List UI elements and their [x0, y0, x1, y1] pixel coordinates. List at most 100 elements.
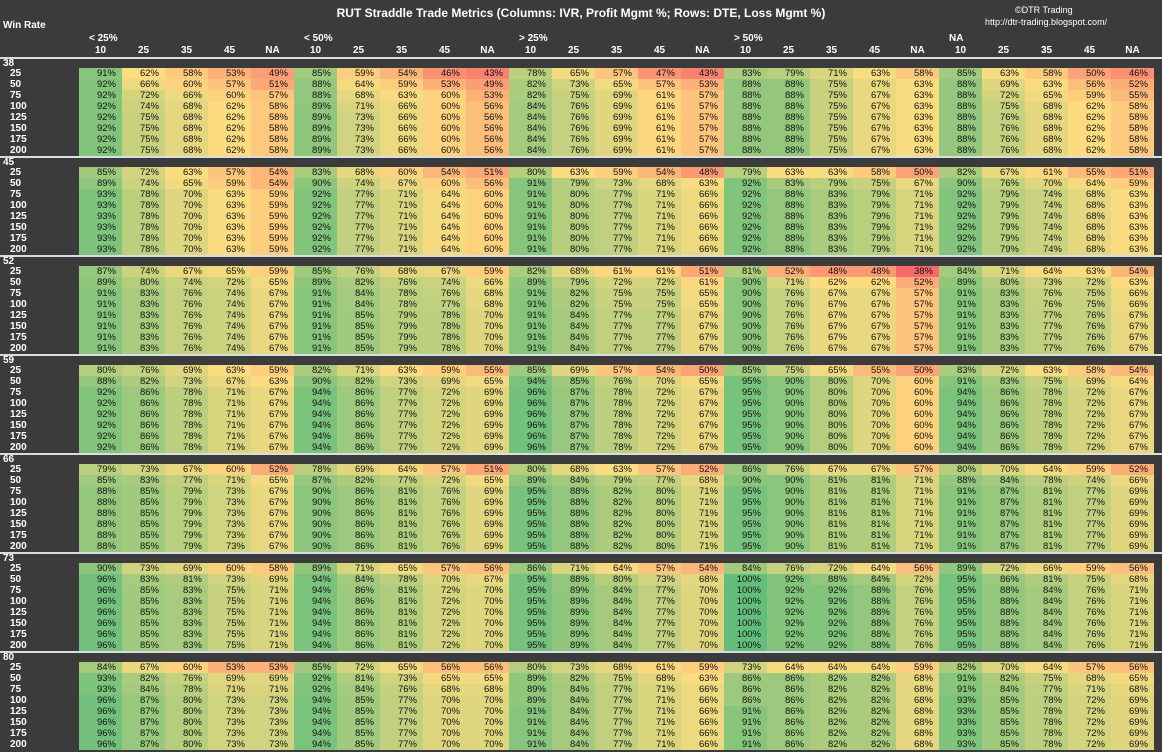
heatmap-cell: 49%: [466, 79, 509, 90]
heatmap-cell: 67%: [853, 112, 896, 123]
heatmap-cell: 69%: [982, 79, 1025, 90]
heatmap-cell: 78%: [1025, 409, 1068, 420]
heatmap-cell: 71%: [638, 189, 681, 200]
heatmap-cell: 91%: [509, 728, 552, 739]
loss-mgmt-label: 200: [0, 244, 79, 255]
heatmap-cell: 72%: [1068, 420, 1111, 431]
heatmap-cell: 81%: [380, 618, 423, 629]
profit-mgmt-label: 45: [438, 45, 451, 56]
heatmap-cell: 59%: [251, 222, 294, 233]
heatmap-cell: 79%: [165, 486, 208, 497]
heatmap-cell: 83%: [810, 189, 853, 200]
heatmap-cell: 80%: [638, 530, 681, 541]
heatmap-cell: 67%: [251, 299, 294, 310]
heatmap-cell: 71%: [982, 266, 1025, 277]
heatmap-cell: 57%: [896, 321, 939, 332]
profit-mgmt-label: 25: [137, 45, 150, 56]
heatmap-cell: 77%: [595, 739, 638, 750]
heatmap-cell: 95%: [724, 387, 767, 398]
heatmap-cell: 70%: [165, 211, 208, 222]
heatmap-cell: 58%: [1025, 68, 1068, 79]
heatmap-cell: 71%: [208, 387, 251, 398]
heatmap-cell: 71%: [638, 717, 681, 728]
table-row: 75 88% 85% 79% 73% 67% 90% 86% 81% 76% 69% 95% 88% 82…: [0, 486, 1162, 497]
heatmap-cell: 89%: [509, 684, 552, 695]
heatmap-cell: 75%: [208, 629, 251, 640]
heatmap-cell: 43%: [681, 68, 724, 79]
heatmap-cell: 84%: [509, 112, 552, 123]
heatmap-cell: 74%: [1068, 475, 1111, 486]
heatmap-cell: 85%: [122, 486, 165, 497]
heatmap-cell: 66%: [681, 684, 724, 695]
heatmap-cell: 52%: [1111, 79, 1154, 90]
heatmap-cell: 60%: [423, 112, 466, 123]
heatmap-cell: 74%: [122, 266, 165, 277]
heatmap-cell: 90%: [294, 178, 337, 189]
heatmap-cell: 88%: [982, 585, 1025, 596]
heatmap-cell: 63%: [982, 68, 1025, 79]
heatmap-cell: 93%: [79, 211, 122, 222]
heatmap-cell: 88%: [767, 200, 810, 211]
heatmap-cell: 95%: [724, 398, 767, 409]
loss-mgmt-label: 200: [0, 145, 79, 156]
heatmap-cell: 67%: [251, 442, 294, 453]
heatmap-cell: 86%: [337, 585, 380, 596]
heatmap-cell: 90%: [767, 431, 810, 442]
heatmap-cell: 76%: [896, 640, 939, 651]
heatmap-cell: 78%: [1025, 442, 1068, 453]
heatmap-cell: 89%: [552, 629, 595, 640]
heatmap-cell: 84%: [509, 145, 552, 156]
table-row: 50 96% 83% 81% 73% 69% 94% 84% 78% 70% 67% 95% 88% 80…: [0, 574, 1162, 585]
heatmap-cell: 90%: [724, 343, 767, 354]
heatmap-cell: 60%: [165, 79, 208, 90]
heatmap-cell: 68%: [337, 167, 380, 178]
heatmap-cell: 76%: [767, 464, 810, 475]
heatmap-cell: 87%: [552, 387, 595, 398]
heatmap-cell: 88%: [552, 519, 595, 530]
heatmap-cell: 74%: [1025, 200, 1068, 211]
table-row: 125 96% 87% 80% 73% 73% 94% 85% 77% 70% 70% 91% 84% 7…: [0, 706, 1162, 717]
heatmap-cell: 68%: [896, 684, 939, 695]
heatmap-cell: 58%: [1111, 101, 1154, 112]
heatmap-cell: 91%: [939, 321, 982, 332]
heatmap-cell: 74%: [208, 288, 251, 299]
heatmap-cell: 73%: [208, 739, 251, 750]
heatmap-cell: 90%: [767, 376, 810, 387]
heatmap-cell: 57%: [423, 464, 466, 475]
heatmap-cell: 56%: [1068, 79, 1111, 90]
heatmap-cell: 59%: [208, 178, 251, 189]
heatmap-cell: 87%: [982, 486, 1025, 497]
heatmap-cell: 91%: [939, 541, 982, 552]
heatmap-cell: 84%: [595, 629, 638, 640]
loss-mgmt-label: 175: [0, 431, 79, 442]
heatmap-cell: 84%: [337, 684, 380, 695]
heatmap-cell: 72%: [638, 420, 681, 431]
heatmap-cell: 77%: [1025, 332, 1068, 343]
heatmap-cell: 85%: [337, 695, 380, 706]
heatmap-cell: 76%: [1025, 299, 1068, 310]
heatmap-cell: 70%: [982, 662, 1025, 673]
heatmap-cell: 73%: [208, 574, 251, 585]
heatmap-cell: 58%: [896, 68, 939, 79]
loss-mgmt-label: 150: [0, 717, 79, 728]
heatmap-cell: 57%: [681, 90, 724, 101]
heatmap-cell: 81%: [810, 530, 853, 541]
heatmap-cell: 83%: [810, 233, 853, 244]
heatmap-cell: 69%: [1111, 739, 1154, 750]
heatmap-cell: 64%: [1025, 662, 1068, 673]
heatmap-cell: 91%: [509, 244, 552, 255]
heatmap-cell: 57%: [251, 90, 294, 101]
heatmap-cell: 88%: [724, 101, 767, 112]
heatmap-cell: 66%: [380, 101, 423, 112]
heatmap-cell: 89%: [294, 277, 337, 288]
heatmap-cell: 60%: [466, 233, 509, 244]
profit-mgmt-label: NA: [695, 45, 710, 56]
heatmap-cell: 87%: [552, 420, 595, 431]
heatmap-cell: 68%: [1025, 112, 1068, 123]
heatmap-cell: 95%: [939, 596, 982, 607]
heatmap-cell: 88%: [939, 112, 982, 123]
heatmap-cell: 70%: [423, 717, 466, 728]
table-row: 150 91% 83% 76% 74% 67% 91% 85% 79% 78% 70% 91% 84% 7…: [0, 321, 1162, 332]
heatmap-cell: 96%: [79, 607, 122, 618]
heatmap-cell: 82%: [810, 706, 853, 717]
